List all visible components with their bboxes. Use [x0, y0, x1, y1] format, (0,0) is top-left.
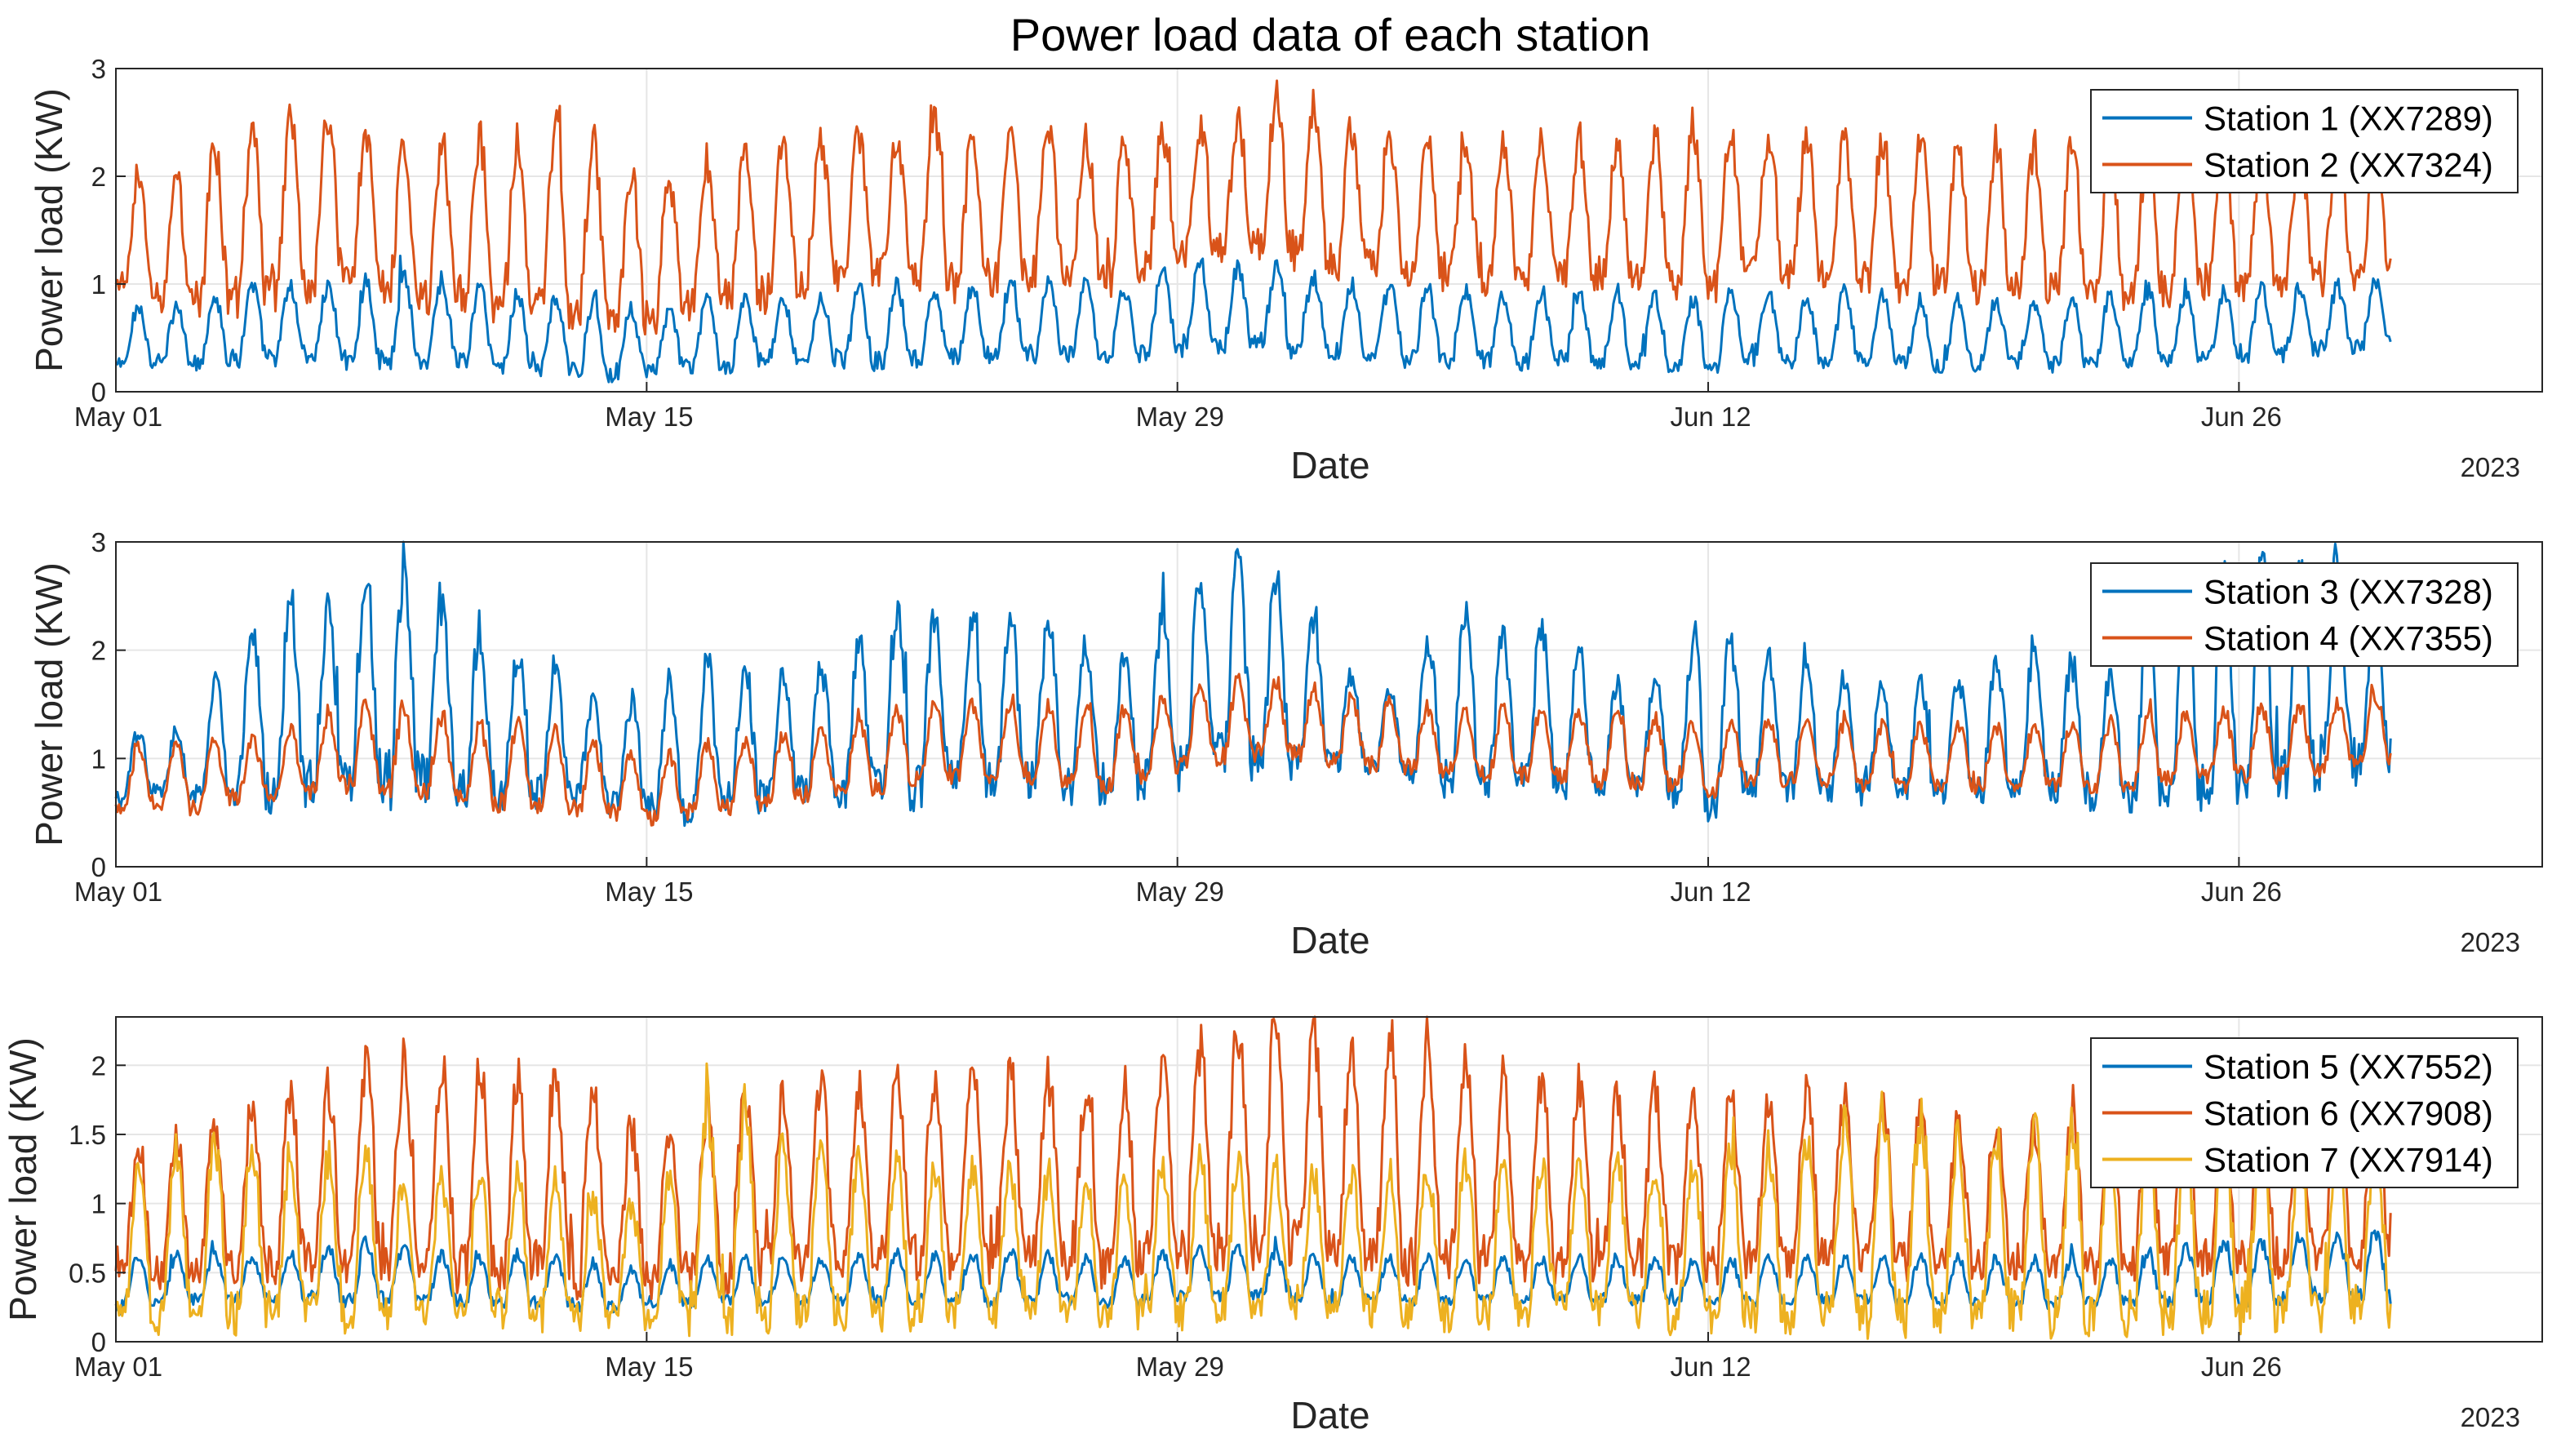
x-tick-label: May 29 — [1136, 877, 1224, 907]
x-tick-label: May 15 — [605, 877, 693, 907]
y-tick-label: 0 — [91, 1327, 106, 1357]
y-tick-label: 1.5 — [69, 1120, 106, 1150]
y-tick-label: 1 — [91, 1189, 106, 1219]
y-tick-label: 1 — [91, 269, 106, 300]
y-axis-label: Power load (KW) — [28, 562, 70, 846]
y-tick-label: 1 — [91, 744, 106, 774]
axes-box — [115, 68, 2543, 393]
x-tick-label: May 29 — [1136, 402, 1224, 432]
x-tick-label: Jun 12 — [1670, 402, 1751, 432]
x-tick-label: May 29 — [1136, 1352, 1224, 1382]
chart-title: Power load data of each station — [1010, 9, 1651, 60]
year-label: 2023 — [2461, 1402, 2520, 1432]
x-axis-label: Date — [1290, 919, 1369, 961]
legend-entry-label: Station 6 (XX7908) — [2204, 1094, 2493, 1133]
y-tick-label: 0.5 — [69, 1258, 106, 1288]
axes-box — [115, 541, 2543, 868]
y-tick-label: 0 — [91, 852, 106, 882]
x-tick-label: May 01 — [74, 402, 162, 432]
y-axis-label: Power load (KW) — [2, 1037, 44, 1321]
legend-box — [2090, 89, 2519, 193]
x-tick-label: May 01 — [74, 877, 162, 907]
y-tick-label: 2 — [91, 636, 106, 666]
series-line-station-7-xx7914 — [114, 1062, 2392, 1340]
legend-entry-label: Station 2 (XX7324) — [2204, 146, 2493, 184]
y-tick-label: 2 — [91, 1050, 106, 1081]
series-line-station-4-xx7355 — [114, 673, 2392, 827]
x-tick-label: May 01 — [74, 1352, 162, 1382]
y-tick-label: 3 — [91, 54, 106, 84]
subplot-3: May 01 May 15 May 29 Jun 12 Jun 26 0 0.5 1 1.5 2 D… — [2, 1015, 2543, 1436]
x-tick-label: Jun 26 — [2201, 402, 2282, 432]
series-line-station-6-xx7908 — [114, 1015, 2392, 1301]
series-line-station-2-xx7324 — [114, 79, 2392, 336]
y-tick-label: 0 — [91, 377, 106, 407]
x-tick-label: Jun 26 — [2201, 877, 2282, 907]
x-tick-label: Jun 12 — [1670, 877, 1751, 907]
axes-box — [115, 1016, 2543, 1343]
subplot-1: May 01 May 15 May 29 Jun 12 Jun 26 0 1 2 3 Date 20… — [28, 54, 2543, 486]
y-axis-label: Power load (KW) — [28, 88, 70, 372]
x-tick-label: May 15 — [605, 402, 693, 432]
legend: Station 1 (XX7289) Station 2 (XX7324) — [2090, 89, 2519, 193]
year-label: 2023 — [2461, 452, 2520, 482]
subplot-2: May 01 May 15 May 29 Jun 12 Jun 26 0 1 2 3 Date 20… — [28, 527, 2543, 961]
legend-entry-label: Station 4 (XX7355) — [2204, 619, 2493, 658]
y-tick-label: 3 — [91, 527, 106, 557]
legend-entry-label: Station 7 (XX7914) — [2204, 1141, 2493, 1179]
legend: Station 3 (XX7328) Station 4 (XX7355) — [2090, 562, 2519, 667]
x-tick-label: Jun 26 — [2201, 1352, 2282, 1382]
legend-entry-label: Station 3 (XX7328) — [2204, 573, 2493, 611]
x-axis-label: Date — [1290, 444, 1369, 486]
legend-entry-label: Station 5 (XX7552) — [2204, 1048, 2493, 1086]
legend: Station 5 (XX7552) Station 6 (XX7908) Stat… — [2090, 1037, 2519, 1188]
legend-box — [2090, 562, 2519, 667]
series-line-station-1-xx7289 — [114, 255, 2392, 384]
year-label: 2023 — [2461, 927, 2520, 957]
x-tick-label: Jun 12 — [1670, 1352, 1751, 1382]
x-tick-label: May 15 — [605, 1352, 693, 1382]
y-tick-label: 2 — [91, 162, 106, 192]
x-axis-label: Date — [1290, 1394, 1369, 1436]
legend-entry-label: Station 1 (XX7289) — [2204, 100, 2493, 138]
